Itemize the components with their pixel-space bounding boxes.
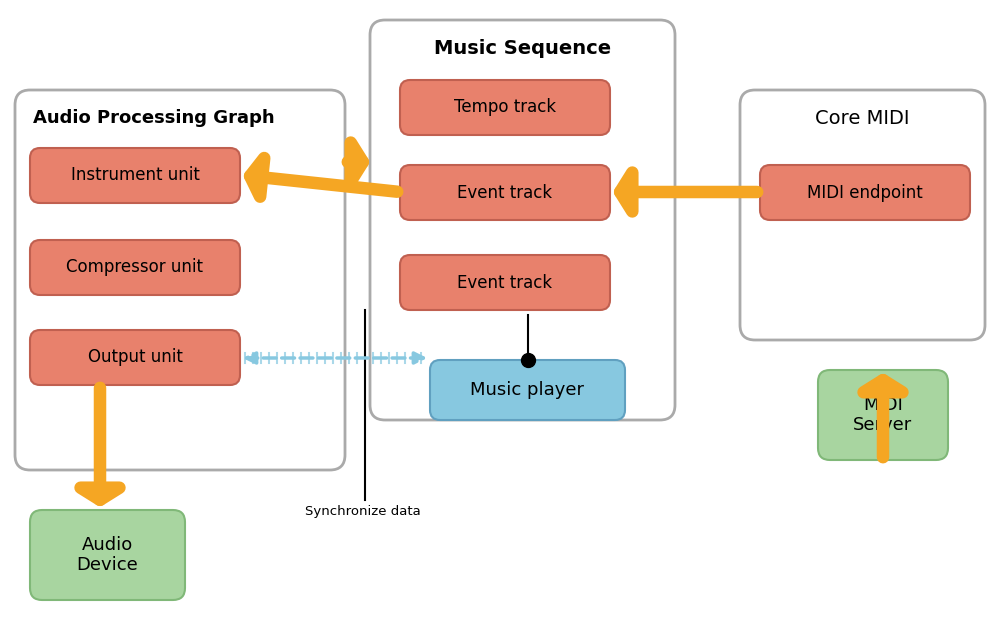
Text: Music player: Music player [471,381,585,399]
Text: Tempo track: Tempo track [454,99,556,117]
Text: Instrument unit: Instrument unit [71,167,200,185]
Text: Synchronize data: Synchronize data [305,505,420,518]
FancyBboxPatch shape [30,330,240,385]
FancyBboxPatch shape [430,360,625,420]
FancyBboxPatch shape [370,20,675,420]
FancyBboxPatch shape [400,255,610,310]
FancyBboxPatch shape [30,240,240,295]
Text: Event track: Event track [458,183,552,202]
Text: Event track: Event track [458,273,552,291]
Text: Audio
Device: Audio Device [77,535,138,575]
Text: Music Sequence: Music Sequence [433,39,611,57]
Text: Core MIDI: Core MIDI [815,109,910,127]
FancyBboxPatch shape [15,90,345,470]
Text: MIDI
Server: MIDI Server [854,396,912,434]
FancyBboxPatch shape [30,510,185,600]
FancyBboxPatch shape [400,80,610,135]
FancyBboxPatch shape [760,165,970,220]
FancyBboxPatch shape [818,370,948,460]
Text: Compressor unit: Compressor unit [67,258,204,276]
FancyBboxPatch shape [30,148,240,203]
Text: Output unit: Output unit [88,348,182,366]
Text: MIDI endpoint: MIDI endpoint [807,183,923,202]
FancyBboxPatch shape [740,90,985,340]
FancyBboxPatch shape [400,165,610,220]
Text: Audio Processing Graph: Audio Processing Graph [33,109,274,127]
